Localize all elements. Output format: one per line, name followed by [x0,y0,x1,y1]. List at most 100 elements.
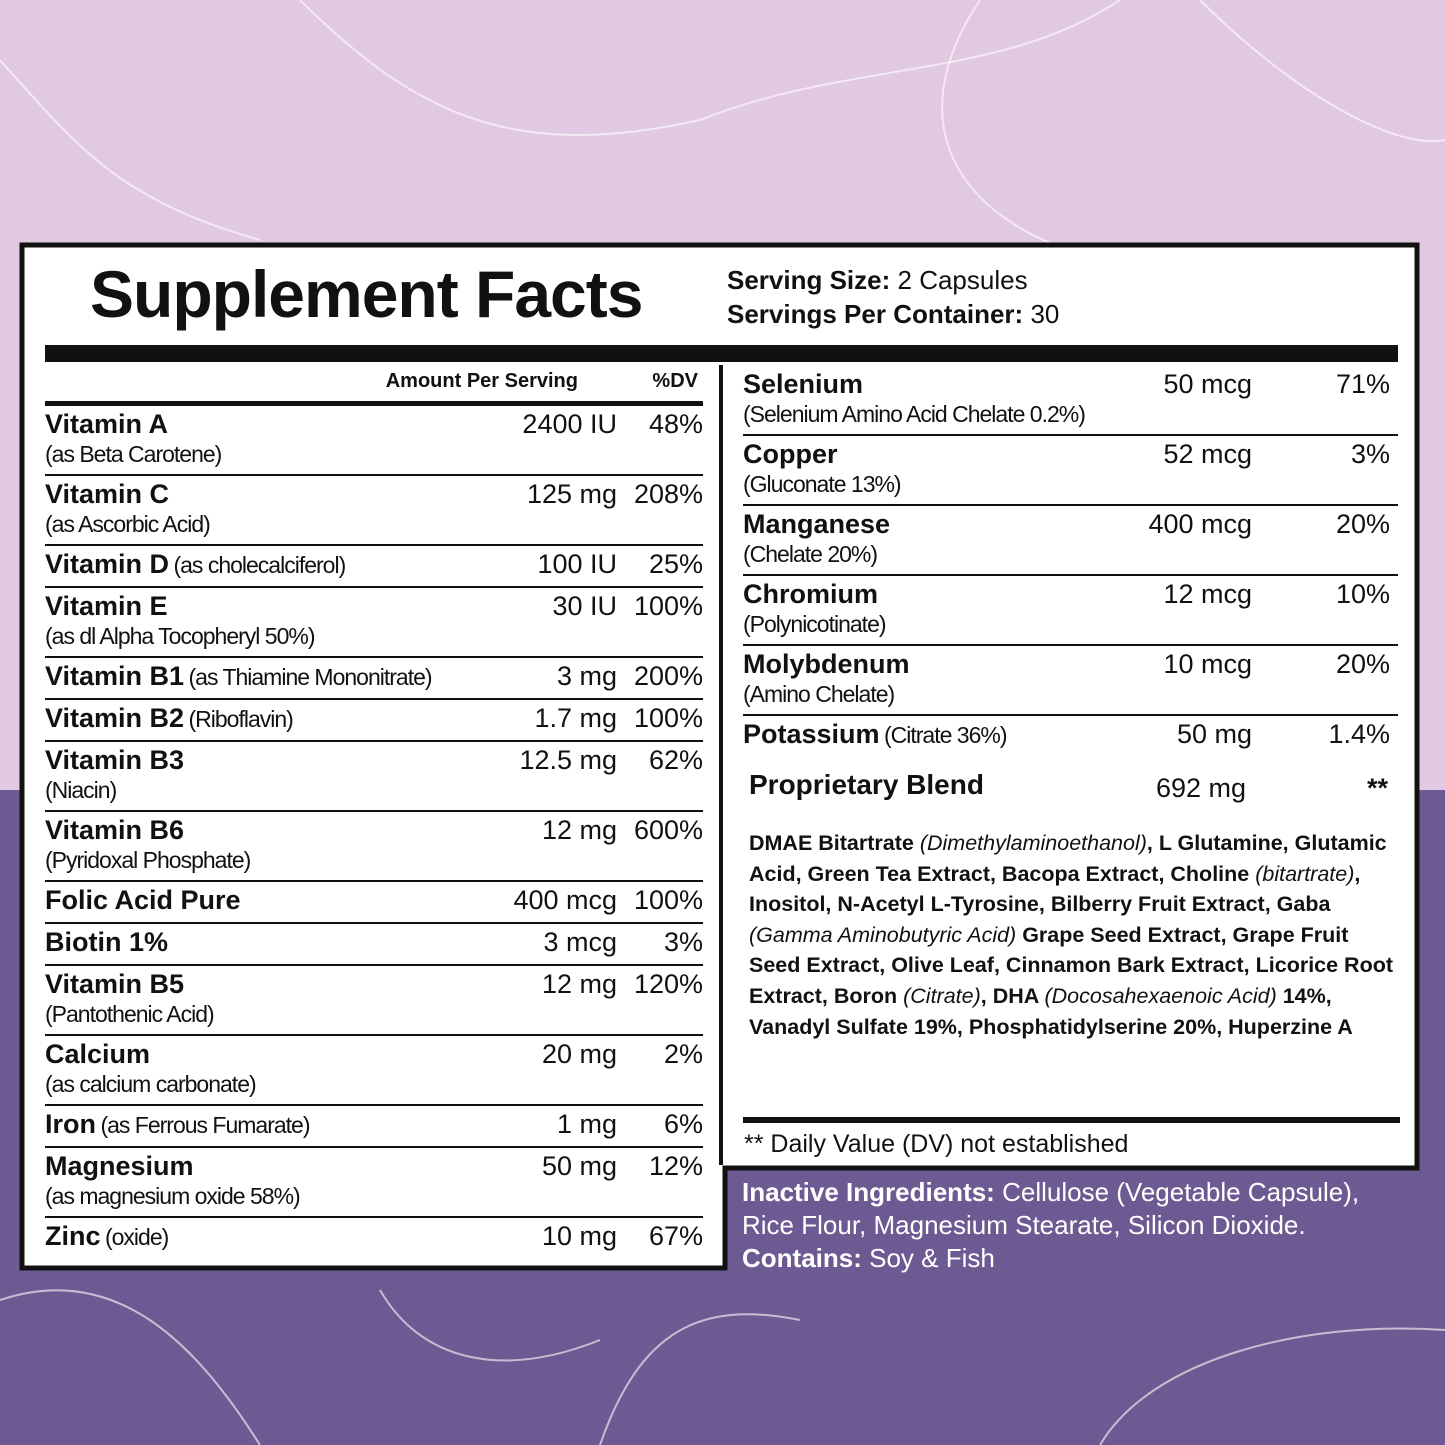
nutrient-name: Iron [45,1109,96,1139]
nutrient-detail: (Chelate 20%) [743,541,878,567]
nutrient-row: Vitamin B6 (Pyridoxal Phosphate) 12 mg 600% [45,812,703,882]
ingredient-text: DMAE Bitartrate [749,831,920,855]
nutrient-note: (as Ferrous Fumarate) [100,1112,310,1138]
nutrient-dv: 1.4% [1328,719,1390,749]
blend-ingredients: DMAE Bitartrate (Dimethylaminoethanol), … [749,828,1404,1042]
nutrient-dv: 71% [1335,369,1390,399]
ingredient-text: 14%, Vanadyl Sulfate 19%, Phosphatidylse… [749,983,1353,1039]
serving-info: Serving Size: 2 Capsules Servings Per Co… [727,263,1059,331]
nutrient-row: Biotin 1% 3 mcg 3% [45,924,703,966]
nutrient-dv: 62% [648,745,703,775]
nutrient-amount: 10 mcg [1163,649,1252,679]
nutrient-name: Folic Acid Pure [45,885,241,915]
nutrient-row: Folic Acid Pure 400 mcg 100% [45,882,703,924]
blend-dv: ** [1366,773,1388,803]
ingredient-text: (Gamma Aminobutyric Acid) [749,922,1017,947]
nutrient-detail: (Niacin) [45,777,117,803]
nutrient-amount: 400 mcg [513,885,617,915]
nutrient-row: Selenium (Selenium Amino Acid Chelate 0.2… [743,366,1398,436]
right-table: Selenium (Selenium Amino Acid Chelate 0.2… [743,366,1398,758]
ingredient-text: (Citrate) [903,983,981,1008]
nutrient-dv: 20% [1335,509,1390,539]
nutrient-dv: 10% [1335,579,1390,609]
nutrient-amount: 50 mg [1176,719,1252,749]
nutrient-dv: 100% [633,703,703,733]
nutrient-amount: 3 mcg [543,927,617,957]
nutrient-amount: 52 mcg [1163,439,1252,469]
nutrient-name: Vitamin E [45,591,168,621]
nutrient-name: Selenium [743,369,864,399]
nutrient-dv: 100% [633,591,703,621]
nutrient-dv: 20% [1335,649,1390,679]
nutrient-row: Potassium (Citrate 36%) 50 mg 1.4% [743,716,1398,758]
nutrient-amount: 12 mcg [1163,579,1252,609]
ingredient-text: Grape Seed Extract, Grape Fruit Seed Ext… [749,922,1394,1008]
text: Cellulose (Vegetable Capsule), Rice Flou… [742,1177,1360,1240]
blend-name: Proprietary Blend [749,769,984,800]
nutrient-detail: (Pyridoxal Phosphate) [45,847,251,873]
nutrient-row: Calcium (as calcium carbonate) 20 mg 2% [45,1036,703,1106]
blend-amount: 692 mg [1155,773,1246,803]
nutrient-row: Vitamin E (as dl Alpha Tocopheryl 50%) 30 … [45,588,703,658]
nutrient-detail: (Selenium Amino Acid Chelate 0.2%) [743,401,1086,427]
nutrient-name: Vitamin B6 [45,815,185,845]
ingredient-text: (bitartrate) [1255,861,1355,886]
nutrient-amount: 1.7 mg [534,703,617,733]
nutrient-row: Vitamin B5 (Pantothenic Acid) 12 mg 120% [45,966,703,1036]
ingredient-text: (Dimethylaminoethanol) [919,831,1147,855]
nutrient-row: Manganese (Chelate 20%) 400 mcg 20% [743,506,1398,576]
nutrient-detail: (Gluconate 13%) [743,471,902,497]
nutrient-note: (Riboflavin) [188,706,294,732]
ingredient-text: , DHA [980,983,1045,1008]
nutrient-note: (Citrate 36%) [884,722,1007,748]
nutrient-detail: (as Ascorbic Acid) [45,511,211,537]
nutrient-detail: (Amino Chelate) [743,681,895,707]
nutrient-dv: 208% [633,479,703,509]
label: Contains: [742,1243,862,1273]
value: 2 Capsules [897,265,1028,295]
nutrient-amount: 100 IU [537,549,617,579]
nutrient-name: Zinc [45,1221,101,1251]
nutrient-name: Vitamin B3 [45,745,185,775]
thick-rule [45,345,1398,362]
nutrient-row: Vitamin C (as Ascorbic Acid) 125 mg 208% [45,476,703,546]
nutrient-note: (oxide) [104,1224,169,1250]
nutrient-name: Vitamin B5 [45,969,185,999]
nutrient-dv: 25% [648,549,703,579]
label: Inactive Ingredients: [742,1177,995,1207]
nutrient-note: (as cholecalciferol) [173,552,346,578]
footnote: ** Daily Value (DV) not established [744,1130,1129,1158]
nutrient-name: Biotin 1% [45,927,169,957]
serving-size: Serving Size: 2 Capsules [727,263,1059,297]
nutrient-dv: 600% [633,815,703,845]
nutrient-row: Copper (Gluconate 13%) 52 mcg 3% [743,436,1398,506]
nutrient-dv: 12% [648,1151,703,1181]
nutrient-note: (as Thiamine Mononitrate) [188,664,433,690]
nutrient-row: Molybdenum (Amino Chelate) 10 mcg 20% [743,646,1398,716]
column-divider [719,365,723,1165]
nutrient-amount: 400 mcg [1148,509,1252,539]
nutrient-amount: 50 mcg [1163,369,1252,399]
nutrient-detail: (Pantothenic Acid) [45,1001,215,1027]
nutrient-row: Vitamin B3 (Niacin) 12.5 mg 62% [45,742,703,812]
nutrient-detail: (as calcium carbonate) [45,1071,257,1097]
nutrient-row: Vitamin B2 (Riboflavin) 1.7 mg 100% [45,700,703,742]
ingredient-text: , Inositol, N-Acetyl L-Tyrosine, Bilberr… [749,861,1361,917]
nutrient-name: Chromium [743,579,878,609]
nutrient-dv: 200% [633,661,703,691]
title: Supplement Facts [90,257,643,331]
ingredient-text: , L Glutamine, Glutamic Acid, Green Tea … [749,831,1387,886]
nutrient-amount: 125 mg [526,479,617,509]
text: Soy & Fish [869,1243,995,1273]
nutrient-dv: 3% [1350,439,1390,469]
nutrient-amount: 20 mg [541,1039,617,1069]
nutrient-name: Vitamin A [45,409,169,439]
nutrient-name: Copper [743,439,838,469]
nutrient-amount: 3 mg [556,661,617,691]
nutrient-detail: (as dl Alpha Tocopheryl 50%) [45,623,315,649]
servings: Servings Per Container: 30 [727,297,1059,331]
nutrient-row: Zinc (oxide) 10 mg 67% [45,1218,703,1260]
